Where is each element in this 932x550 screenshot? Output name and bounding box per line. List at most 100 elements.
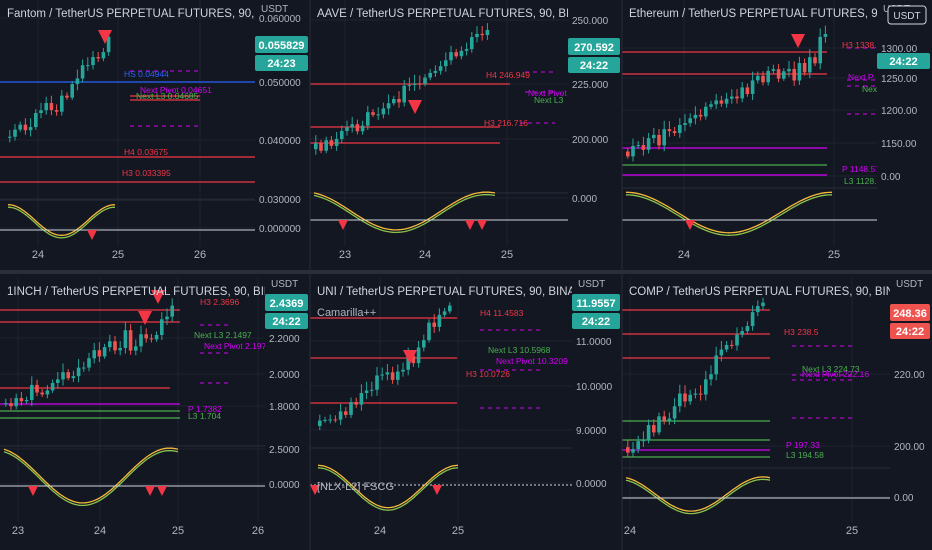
candle [65,95,69,98]
pivot-label: L3 1128.77 [844,176,886,186]
candle [646,138,651,150]
price-tick-label: 0.040000 [259,136,301,147]
date-tick-label: 26 [252,525,264,537]
countdown-badge [568,57,620,73]
bar-countdown: 24:22 [580,60,608,72]
pivot-label: H4 246.949 [486,70,530,80]
pivot-label: L3 194.58 [786,450,824,460]
candle [323,419,327,421]
chart-panel-eth[interactable]: H3 1338.65 Next P Next P 1148.57 L3 1128.77 E… [622,0,932,270]
candle [56,379,60,383]
countdown-badge [572,313,620,329]
candle [709,374,713,380]
candle [50,382,55,391]
price-axis[interactable] [877,0,932,270]
price-tick-label: 200.00 [894,442,925,453]
candle [397,99,401,103]
unit-button-label: USDT [893,11,920,22]
oscillator-line-slow [313,193,496,234]
pivot-label: H3 0.033395 [122,168,171,178]
sell-signal-marker [791,34,805,48]
chart-title: Fantom / TetherUS PERPETUAL FUTURES, 90,… [7,8,309,20]
pivot-label: H3 1338.65 [842,40,886,50]
candle [745,326,750,332]
pivot-label: Next L3 2.1497 [194,330,252,340]
candle [740,331,744,335]
last-price-value: 0.055829 [259,40,305,52]
oscillator-line-fast [313,191,496,231]
candle [672,406,677,419]
candle [719,349,724,356]
pivot-label: Next Pivot 2.1977 [204,341,271,351]
oscillator-line-slow [625,194,833,236]
pivot-label: P 1.7382 [188,404,222,414]
candle [82,367,86,369]
candle [75,78,80,85]
countdown-badge [877,53,930,69]
candle [683,393,687,402]
candle [735,334,739,346]
sell-signal-marker [138,311,152,325]
candle [149,338,154,340]
price-tick-label: 2.2000 [269,334,300,345]
candle [704,106,708,117]
candle [470,37,474,50]
candle [366,112,370,126]
candle [407,84,412,86]
candle [108,341,112,348]
bar-countdown: 24:22 [272,316,300,328]
candle [678,393,682,407]
price-tick-label: 250.000 [572,16,609,27]
candle [380,374,384,376]
candle [61,372,65,380]
candle [423,77,427,84]
candle [442,311,447,315]
candle [324,140,328,151]
candle [385,372,390,375]
price-tick-label: 1.8000 [269,402,300,413]
unit-button[interactable] [887,5,927,25]
candle [693,114,698,119]
candle [631,449,635,453]
candle [802,63,807,73]
candle [688,394,692,402]
candle [787,68,791,72]
price-tick-label: 0.00 [894,493,914,504]
candle [24,399,29,402]
candle [87,358,91,368]
candle [350,124,354,128]
candle [626,447,630,453]
oscillator-signal-marker [432,485,442,495]
axis-unit-label: USDT [578,279,605,290]
oscillator-line-fast [625,476,771,512]
candle [631,145,635,157]
chart-title: 1INCH / TetherUS PERPETUAL FUTURES, 90, … [7,286,304,298]
candle [641,439,646,442]
candle [338,411,343,420]
pivot-label: H3 216.716 [484,118,528,128]
date-tick-label: 23 [339,249,351,261]
candle [636,145,640,147]
price-tick-label: 2.0000 [269,370,300,381]
oscillator-line-slow [3,449,179,507]
candle [370,389,374,391]
candle [422,340,426,348]
candle [797,63,802,81]
candle [60,95,64,112]
candle [406,355,410,370]
candle [386,103,391,109]
pivot-label: P 1148.57 [842,164,880,174]
date-tick-label: 23 [12,525,24,537]
candle [808,57,812,73]
bar-countdown: 24:22 [896,326,924,338]
candle [672,131,677,134]
candle [355,124,360,132]
chart-title: Ethereum / TetherUS PERPETUAL FUTURES, 9… [629,8,932,20]
date-tick-label: 25 [846,525,858,537]
